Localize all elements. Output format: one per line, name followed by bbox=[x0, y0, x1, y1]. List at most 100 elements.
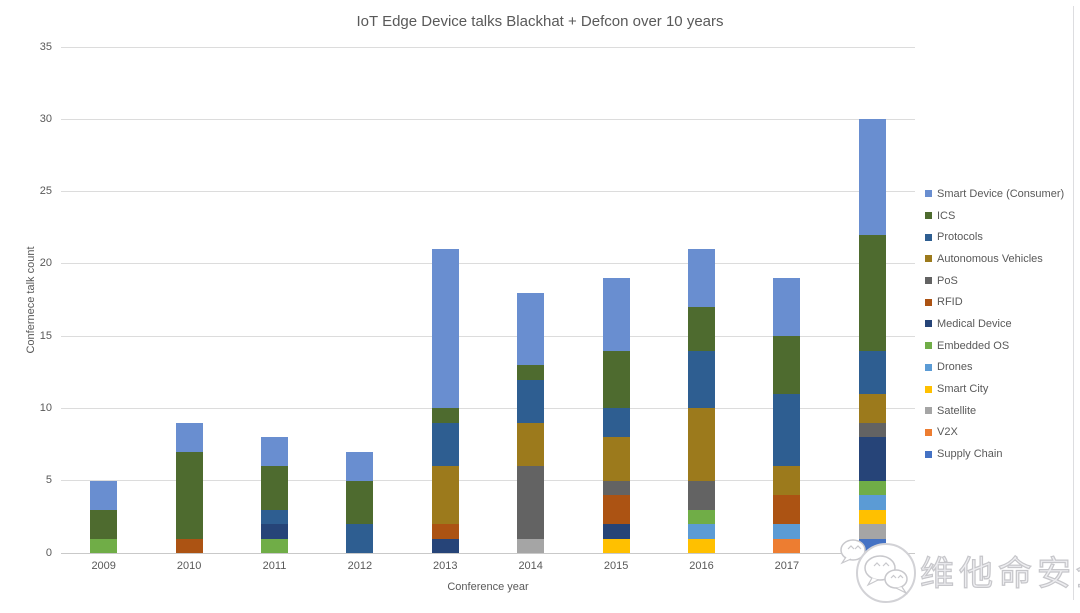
legend-label: Drones bbox=[937, 361, 973, 374]
bar-segment bbox=[773, 495, 801, 525]
legend-item: ICS bbox=[925, 205, 1064, 227]
gridline bbox=[61, 407, 915, 409]
y-tick-label: 30 bbox=[39, 112, 52, 125]
bar-segment bbox=[175, 538, 203, 553]
y-tick-label: 20 bbox=[39, 257, 52, 270]
x-axis-line bbox=[61, 552, 915, 554]
chart-right-border bbox=[1073, 6, 1074, 600]
legend-swatch-icon bbox=[925, 255, 932, 263]
bar-segment bbox=[431, 422, 459, 467]
bar-segment bbox=[858, 393, 886, 423]
legend-item: Medical Device bbox=[925, 313, 1064, 335]
bar-segment bbox=[602, 495, 630, 525]
gridline bbox=[61, 191, 915, 193]
legend-label: Medical Device bbox=[937, 317, 1012, 330]
y-tick-label: 5 bbox=[45, 474, 52, 487]
bar-segment bbox=[261, 538, 288, 553]
legend-label: RFID bbox=[937, 296, 963, 309]
bar-segment bbox=[90, 509, 118, 539]
bar-segment bbox=[858, 422, 886, 438]
bar-segment bbox=[261, 509, 288, 525]
bar-segment bbox=[602, 408, 630, 438]
x-tick-label: 2012 bbox=[347, 560, 373, 572]
legend-item: V2X bbox=[925, 422, 1064, 444]
bar-segment bbox=[688, 509, 715, 525]
gridline bbox=[61, 335, 915, 337]
bar-segment bbox=[602, 480, 630, 496]
legend-item: RFID bbox=[925, 291, 1064, 313]
bar-segment bbox=[602, 278, 630, 351]
bar-segment bbox=[688, 307, 715, 351]
bar-segment bbox=[602, 538, 630, 553]
bar-segment bbox=[175, 422, 203, 452]
x-tick-label: 2010 bbox=[176, 560, 202, 572]
bar-segment bbox=[858, 119, 886, 235]
bar-segment bbox=[773, 524, 801, 539]
legend-swatch-icon bbox=[925, 277, 932, 285]
bar-segment bbox=[858, 350, 886, 394]
bar-segment bbox=[602, 524, 630, 539]
bar-segment bbox=[858, 524, 886, 539]
x-axis-title: Conference year bbox=[447, 581, 529, 593]
bar-segment bbox=[261, 524, 288, 539]
legend-swatch-icon bbox=[925, 342, 932, 350]
legend-label: ICS bbox=[937, 209, 956, 222]
wechat-logo-icon bbox=[840, 539, 916, 603]
legend-label: Embedded OS bbox=[937, 339, 1010, 352]
bar-segment bbox=[517, 379, 545, 423]
bar-segment bbox=[688, 538, 715, 553]
bar-segment bbox=[346, 480, 374, 525]
gridline bbox=[61, 263, 915, 265]
legend-swatch-icon bbox=[925, 233, 932, 241]
y-tick-label: 10 bbox=[39, 401, 52, 414]
bar-segment bbox=[431, 466, 459, 525]
bar-segment bbox=[688, 350, 715, 409]
legend-item: Autonomous Vehicles bbox=[925, 248, 1064, 270]
legend-swatch-icon bbox=[925, 320, 932, 328]
legend: Smart Device (Consumer) ICS Protocols Auton… bbox=[925, 183, 1064, 465]
x-tick-label: 2013 bbox=[433, 560, 458, 572]
y-tick-label: 35 bbox=[39, 40, 52, 53]
bar-segment bbox=[858, 234, 886, 351]
bar-segment bbox=[90, 480, 118, 510]
bar-segment bbox=[773, 336, 801, 394]
bar-segment bbox=[517, 365, 545, 380]
legend-label: Smart Device (Consumer) bbox=[937, 187, 1065, 200]
x-tick-label: 2014 bbox=[518, 560, 543, 572]
bar-segment bbox=[431, 408, 459, 423]
legend-item: Embedded OS bbox=[925, 335, 1064, 357]
x-tick-label: 2016 bbox=[689, 560, 714, 572]
legend-label: PoS bbox=[937, 274, 958, 287]
legend-item: Supply Chain bbox=[925, 443, 1064, 465]
x-tick-label: 2017 bbox=[774, 560, 800, 572]
bar-segment bbox=[688, 480, 715, 510]
bar-segment bbox=[517, 538, 545, 553]
y-tick-label: 0 bbox=[45, 546, 52, 559]
legend-item: PoS bbox=[925, 270, 1064, 292]
bar-segment bbox=[858, 495, 886, 510]
legend-swatch-icon bbox=[925, 212, 932, 220]
bar-segment bbox=[688, 524, 715, 539]
gridline bbox=[61, 118, 915, 120]
watermark-text: 维他命安全 bbox=[919, 554, 1080, 593]
y-tick-label: 25 bbox=[39, 185, 52, 198]
bar-segment bbox=[517, 466, 545, 539]
legend-label: Supply Chain bbox=[937, 448, 1003, 461]
legend-label: Satellite bbox=[937, 404, 977, 417]
legend-swatch-icon bbox=[925, 190, 932, 198]
bar-segment bbox=[858, 509, 886, 525]
bar-segment bbox=[346, 524, 374, 553]
bar-segment bbox=[773, 466, 801, 496]
bar-segment bbox=[688, 408, 715, 481]
bar-segment bbox=[602, 437, 630, 481]
gridline bbox=[61, 480, 915, 482]
bar-segment bbox=[346, 451, 374, 481]
legend-item: Drones bbox=[925, 357, 1064, 379]
bar-segment bbox=[773, 278, 801, 337]
bar-segment bbox=[90, 538, 118, 553]
legend-swatch-icon bbox=[925, 450, 932, 458]
legend-label: Autonomous Vehicles bbox=[937, 252, 1043, 265]
legend-label: Smart City bbox=[937, 383, 989, 396]
x-tick-label: 2015 bbox=[603, 560, 629, 572]
legend-item: Protocols bbox=[925, 226, 1064, 248]
